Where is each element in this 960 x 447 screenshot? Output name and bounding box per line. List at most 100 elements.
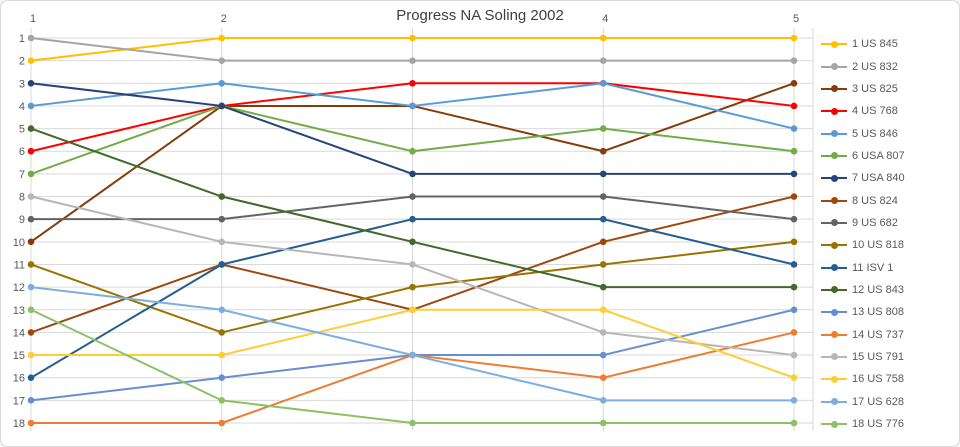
legend-item[interactable]: 10 US 818 (821, 234, 905, 256)
series-marker (27, 170, 35, 178)
series-marker (790, 102, 798, 110)
chart-title: Progress NA Soling 2002 (396, 7, 564, 24)
series-marker (409, 79, 416, 87)
series-marker (409, 102, 416, 110)
series-marker (790, 57, 798, 64)
y-axis-label: 4 (19, 101, 25, 113)
series-marker (218, 34, 226, 42)
series-marker (409, 351, 416, 359)
series-marker (218, 329, 226, 336)
series-marker (27, 419, 35, 427)
legend-label: 5 US 846 (852, 127, 898, 140)
series-marker (599, 34, 607, 42)
legend-item[interactable]: 1 US 845 (821, 33, 905, 55)
series-marker (27, 125, 35, 132)
legend-series-marker-icon (821, 352, 847, 361)
legend-item[interactable]: 6 USA 807 (821, 145, 905, 167)
legend-item[interactable]: 4 US 768 (821, 100, 905, 122)
y-axis-label: 2 (19, 56, 25, 68)
x-axis-label: 4 (602, 13, 608, 25)
y-axis-label: 5 (19, 124, 25, 136)
series-marker (27, 374, 35, 382)
legend-series-marker-icon (821, 107, 847, 116)
y-axis-label: 15 (13, 350, 25, 362)
series-marker (599, 125, 607, 132)
legend-item[interactable]: 3 US 825 (821, 78, 905, 100)
legend-item[interactable]: 14 US 737 (821, 323, 905, 345)
series-marker (27, 238, 35, 246)
series-marker (218, 397, 226, 404)
legend-series-marker-icon (821, 40, 847, 49)
legend-label: 16 US 758 (852, 373, 904, 386)
series-marker (599, 79, 607, 87)
series-marker (27, 57, 35, 64)
legend-item[interactable]: 9 US 682 (821, 212, 905, 234)
legend-label: 18 US 776 (852, 418, 904, 431)
series-marker (27, 79, 35, 87)
series-marker (27, 147, 35, 155)
series-marker (27, 397, 35, 404)
legend-item[interactable]: 15 US 791 (821, 346, 905, 368)
legend-series-marker-icon (821, 129, 847, 138)
legend-series-marker-icon (821, 308, 847, 317)
series-marker (790, 397, 798, 404)
series-marker (409, 147, 416, 155)
legend-item[interactable]: 5 US 846 (821, 122, 905, 144)
series-marker (218, 193, 226, 200)
legend-item[interactable]: 11 ISV 1 (821, 256, 905, 278)
y-axis-label: 1 (19, 33, 25, 45)
y-axis-label: 16 (13, 373, 25, 385)
y-axis-label: 9 (19, 214, 25, 226)
series-marker (790, 238, 798, 246)
legend-item[interactable]: 12 US 843 (821, 279, 905, 301)
legend-series-marker-icon (821, 84, 847, 93)
legend-item[interactable]: 7 USA 840 (821, 167, 905, 189)
series-marker (27, 306, 35, 314)
series-marker (790, 147, 798, 155)
legend-series-marker-icon (821, 151, 847, 160)
legend-series-marker-icon (821, 285, 847, 294)
legend-item[interactable]: 8 US 824 (821, 189, 905, 211)
series-marker (790, 34, 798, 42)
legend-label: 7 USA 840 (852, 172, 905, 185)
series-marker (790, 261, 798, 268)
series-marker (790, 351, 798, 359)
series-marker (218, 102, 226, 110)
legend-item[interactable]: 17 US 628 (821, 391, 905, 413)
series-marker (599, 147, 607, 155)
y-axis-label: 8 (19, 192, 25, 204)
series-marker (218, 374, 226, 382)
legend-label: 14 US 737 (852, 328, 904, 341)
legend-item[interactable]: 13 US 808 (821, 301, 905, 323)
series-marker (409, 261, 416, 268)
y-axis-label: 7 (19, 169, 25, 181)
legend-series-marker-icon (821, 241, 847, 250)
legend-label: 3 US 825 (852, 82, 898, 95)
series-marker (790, 170, 798, 178)
series-marker (790, 215, 798, 223)
series-marker (599, 351, 607, 359)
series-marker (790, 306, 798, 314)
legend-series-marker-icon (821, 375, 847, 384)
legend-series-marker-icon (821, 196, 847, 205)
legend-label: 8 US 824 (852, 194, 898, 207)
series-marker (27, 215, 35, 223)
series-marker (599, 193, 607, 200)
legend-series-marker-icon (821, 218, 847, 227)
series-marker (790, 329, 798, 336)
series-marker (409, 34, 416, 42)
series-marker (409, 306, 416, 314)
series-marker (599, 397, 607, 404)
series-marker (409, 419, 416, 427)
y-axis-label: 17 (13, 395, 25, 407)
legend-item[interactable]: 2 US 832 (821, 55, 905, 77)
legend-series-marker-icon (821, 62, 847, 71)
series-marker (218, 261, 226, 268)
legend-item[interactable]: 16 US 758 (821, 368, 905, 390)
x-axis-label: 1 (30, 13, 36, 25)
series-marker (218, 351, 226, 359)
legend-label: 13 US 808 (852, 306, 904, 319)
legend-item[interactable]: 18 US 776 (821, 413, 905, 435)
series-marker (218, 306, 226, 314)
